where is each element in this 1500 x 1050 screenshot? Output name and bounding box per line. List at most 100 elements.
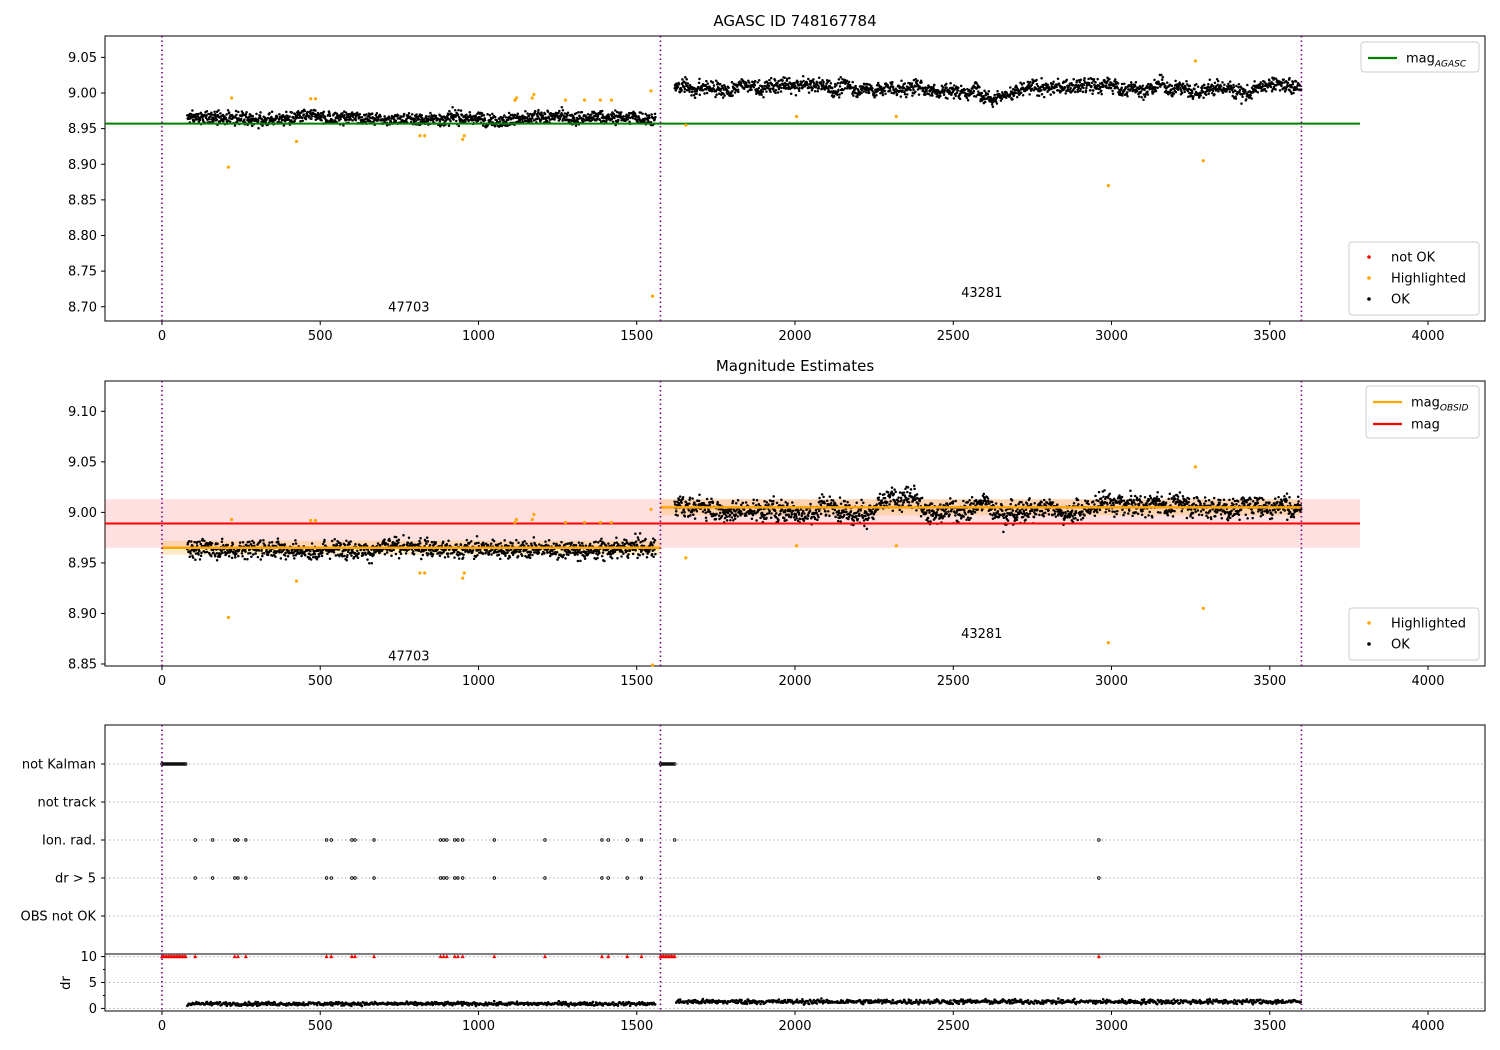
ok-point: [247, 120, 251, 124]
ok-point: [1030, 83, 1034, 87]
ok-point: [914, 90, 917, 93]
ok-point: [1044, 82, 1048, 85]
ok-point: [212, 117, 216, 121]
ok-point: [700, 86, 703, 89]
ok-point: [771, 502, 775, 506]
ok-point: [902, 86, 906, 90]
ok-point: [886, 490, 890, 494]
ok-point: [250, 124, 254, 128]
ok-point: [688, 496, 692, 499]
ok-point: [390, 554, 393, 557]
ok-point: [348, 542, 351, 546]
ok-point: [1246, 83, 1249, 87]
ok-point: [972, 89, 976, 93]
ok-point: [695, 92, 698, 96]
ok-point: [1072, 83, 1075, 87]
ok-point: [459, 109, 463, 112]
ok-point: [772, 500, 775, 503]
ok-point: [561, 109, 565, 112]
ok-point: [787, 85, 791, 88]
ok-point: [1082, 86, 1085, 90]
ok-point: [572, 116, 576, 120]
ok-point: [575, 112, 578, 115]
ok-point: [497, 542, 500, 546]
panel1-y-tick-label: 8.80: [68, 229, 97, 244]
ok-point: [773, 509, 777, 513]
ok-point: [432, 120, 435, 123]
ok-point: [712, 84, 716, 87]
ok-point: [551, 549, 554, 553]
ok-point: [838, 516, 841, 520]
ok-point: [553, 118, 556, 121]
ok-point: [874, 510, 877, 513]
ok-point: [631, 117, 635, 120]
ok-point: [767, 84, 771, 88]
ok-point: [737, 90, 740, 94]
ok-point: [628, 549, 632, 552]
ok-point: [1193, 88, 1196, 91]
ok-point: [852, 519, 856, 522]
ok-point: [883, 89, 886, 93]
ok-point: [245, 111, 248, 114]
ok-point: [617, 118, 620, 122]
ok-point: [320, 115, 324, 119]
ok-point: [284, 551, 287, 555]
ok-point: [268, 111, 271, 115]
ok-point: [237, 554, 240, 558]
ok-point: [1028, 87, 1032, 90]
ok-point: [856, 518, 860, 521]
ok-point: [851, 80, 854, 84]
panel2-x-tick-label: 1500: [620, 674, 653, 689]
ok-point: [486, 112, 489, 116]
highlighted-point: [294, 139, 299, 144]
ok-point: [646, 118, 650, 122]
ok-point: [736, 515, 739, 518]
ok-point: [455, 548, 458, 552]
ok-point: [509, 113, 513, 117]
ok-point: [588, 551, 591, 554]
ok-point: [560, 105, 564, 109]
ok-point: [361, 553, 365, 557]
ok-point: [191, 116, 195, 119]
ok-point: [847, 80, 851, 84]
ok-point: [607, 542, 610, 545]
ok-point: [328, 112, 331, 116]
ok-point: [910, 82, 914, 85]
ok-point: [560, 540, 563, 544]
ok-point: [817, 515, 820, 519]
ok-point: [1090, 81, 1094, 84]
ok-point: [822, 495, 825, 499]
ok-point: [794, 93, 798, 97]
ok-point: [576, 553, 579, 556]
ok-point: [192, 549, 196, 553]
ok-point: [486, 543, 490, 547]
ok-point: [1141, 84, 1145, 87]
ok-point: [1280, 81, 1284, 85]
ok-point: [397, 114, 400, 117]
ok-point: [1178, 82, 1182, 86]
ok-point: [765, 501, 769, 504]
ok-point: [362, 548, 366, 552]
ok-point: [1219, 85, 1223, 88]
ok-point: [879, 85, 883, 89]
ok-point: [688, 90, 691, 94]
ok-point: [1085, 86, 1088, 90]
ok-point: [769, 516, 773, 520]
ok-point: [516, 555, 520, 558]
ok-point: [529, 112, 532, 116]
ok-point: [339, 543, 343, 546]
ok-point: [600, 109, 604, 113]
ok-point: [1216, 88, 1219, 91]
ok-point: [636, 536, 640, 539]
ok-point: [364, 120, 367, 124]
ok-point: [952, 97, 956, 100]
ok-point: [478, 116, 481, 119]
ok-point: [801, 509, 805, 513]
ok-point: [1064, 92, 1067, 95]
ok-point: [414, 119, 418, 123]
ok-point: [714, 95, 717, 99]
ok-point: [644, 537, 647, 541]
ok-point: [1120, 86, 1123, 89]
ok-point: [445, 118, 448, 122]
ok-point: [188, 555, 192, 558]
